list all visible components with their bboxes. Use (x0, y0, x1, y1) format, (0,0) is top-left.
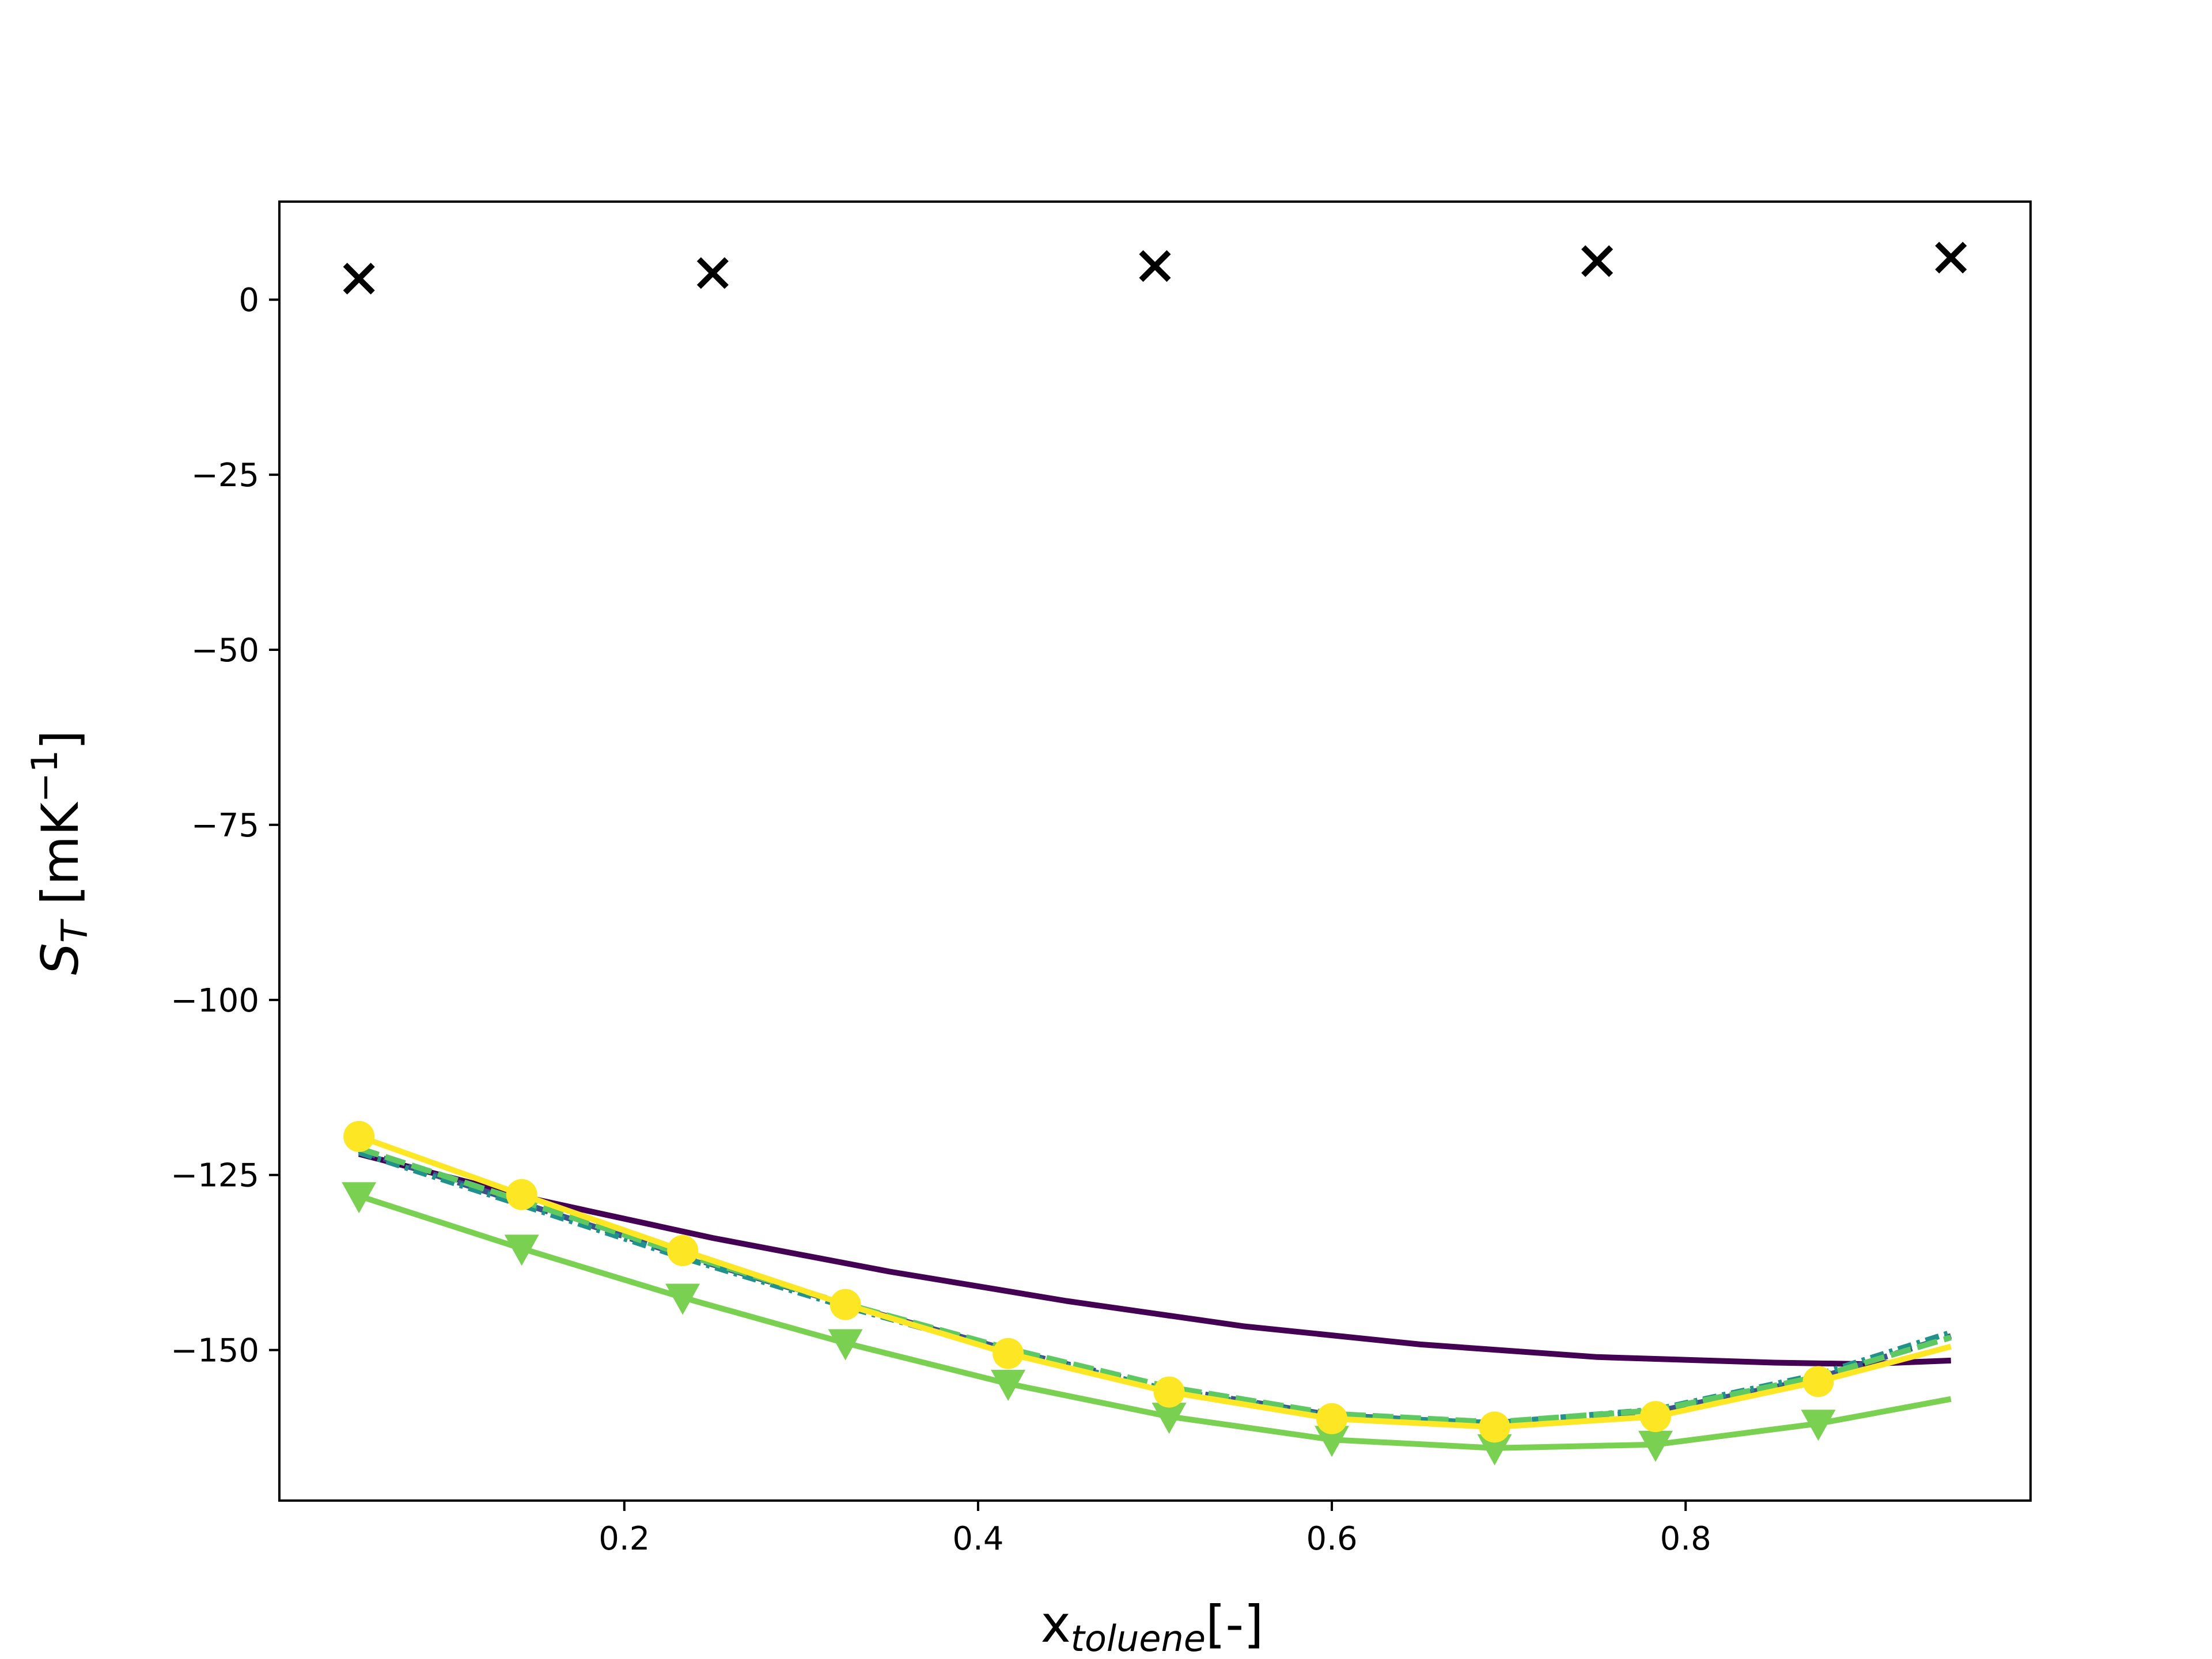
series-6-point-5 (1153, 1376, 1185, 1408)
series-5-point-0 (342, 1182, 377, 1214)
x-tick-label-2: 0.6 (1306, 1520, 1358, 1558)
series-5-point-4 (991, 1369, 1026, 1401)
y-axis-label-close: ] (31, 730, 90, 749)
series-6-point-6 (1316, 1403, 1348, 1434)
y-axis-label-subscript: T (54, 919, 96, 943)
series-5-point-1 (504, 1234, 539, 1266)
series-6-point-1 (506, 1179, 537, 1210)
plot-frame (278, 200, 2032, 1502)
y-axis-label-superscript: −1 (24, 750, 66, 802)
y-tick-label-5: −125 (171, 1157, 259, 1195)
y-axis-label: ST [mK−1] (24, 730, 96, 975)
series-5-point-7 (1477, 1434, 1512, 1465)
x-axis-label-suffix: [-] (1206, 1594, 1263, 1654)
series-0-point-3 (1581, 245, 1613, 277)
series-0-point-0 (343, 263, 375, 295)
series-6-point-9 (1802, 1366, 1834, 1397)
y-tick-label-1: −25 (191, 457, 259, 494)
y-tick-label-0: 0 (238, 282, 259, 319)
y-tick-label-4: −100 (171, 982, 259, 1020)
y-axis-label-unit: [mK (31, 801, 90, 921)
series-5-point-3 (828, 1329, 863, 1361)
series-0-point-2 (1139, 250, 1171, 282)
plot-area (278, 200, 2032, 1502)
series-0 (343, 241, 1967, 295)
series-6-point-0 (343, 1120, 375, 1152)
y-tick-label-3: −75 (191, 807, 259, 844)
series-6-point-2 (667, 1235, 699, 1267)
series-6-point-3 (830, 1289, 861, 1320)
series-6-point-8 (1640, 1401, 1672, 1433)
x-tick-label-0: 0.2 (599, 1520, 650, 1558)
x-axis-label-base: x (1041, 1594, 1071, 1654)
series-5-point-2 (665, 1283, 700, 1315)
x-axis-label: xtoluene[-] (1041, 1594, 1264, 1659)
x-axis: 0.2 0.4 0.6 0.8 (599, 1501, 1711, 1558)
series-6 (343, 1120, 1952, 1443)
series-5-point-9 (1801, 1410, 1836, 1441)
series-0-point-4 (1935, 241, 1967, 274)
series-0-point-1 (696, 257, 729, 289)
series-6-point-4 (993, 1338, 1024, 1369)
series-5-point-5 (1152, 1403, 1187, 1434)
x-tick-label-3: 0.8 (1660, 1520, 1711, 1558)
y-tick-label-6: −150 (171, 1332, 259, 1370)
series-5-point-6 (1315, 1426, 1350, 1457)
x-tick-label-1: 0.4 (952, 1520, 1003, 1558)
series-1 (358, 1151, 1951, 1367)
y-tick-label-2: −50 (191, 632, 259, 669)
x-axis-label-subscript: toluene (1071, 1618, 1206, 1659)
y-axis: 0 −25 −50 −75 −100 −125 −150 (171, 282, 279, 1370)
series-5 (342, 1182, 1952, 1465)
series-6-point-7 (1479, 1411, 1510, 1443)
y-axis-label-base: S (31, 943, 90, 975)
series-1-line (358, 1151, 1951, 1367)
series-5-point-8 (1638, 1430, 1673, 1462)
